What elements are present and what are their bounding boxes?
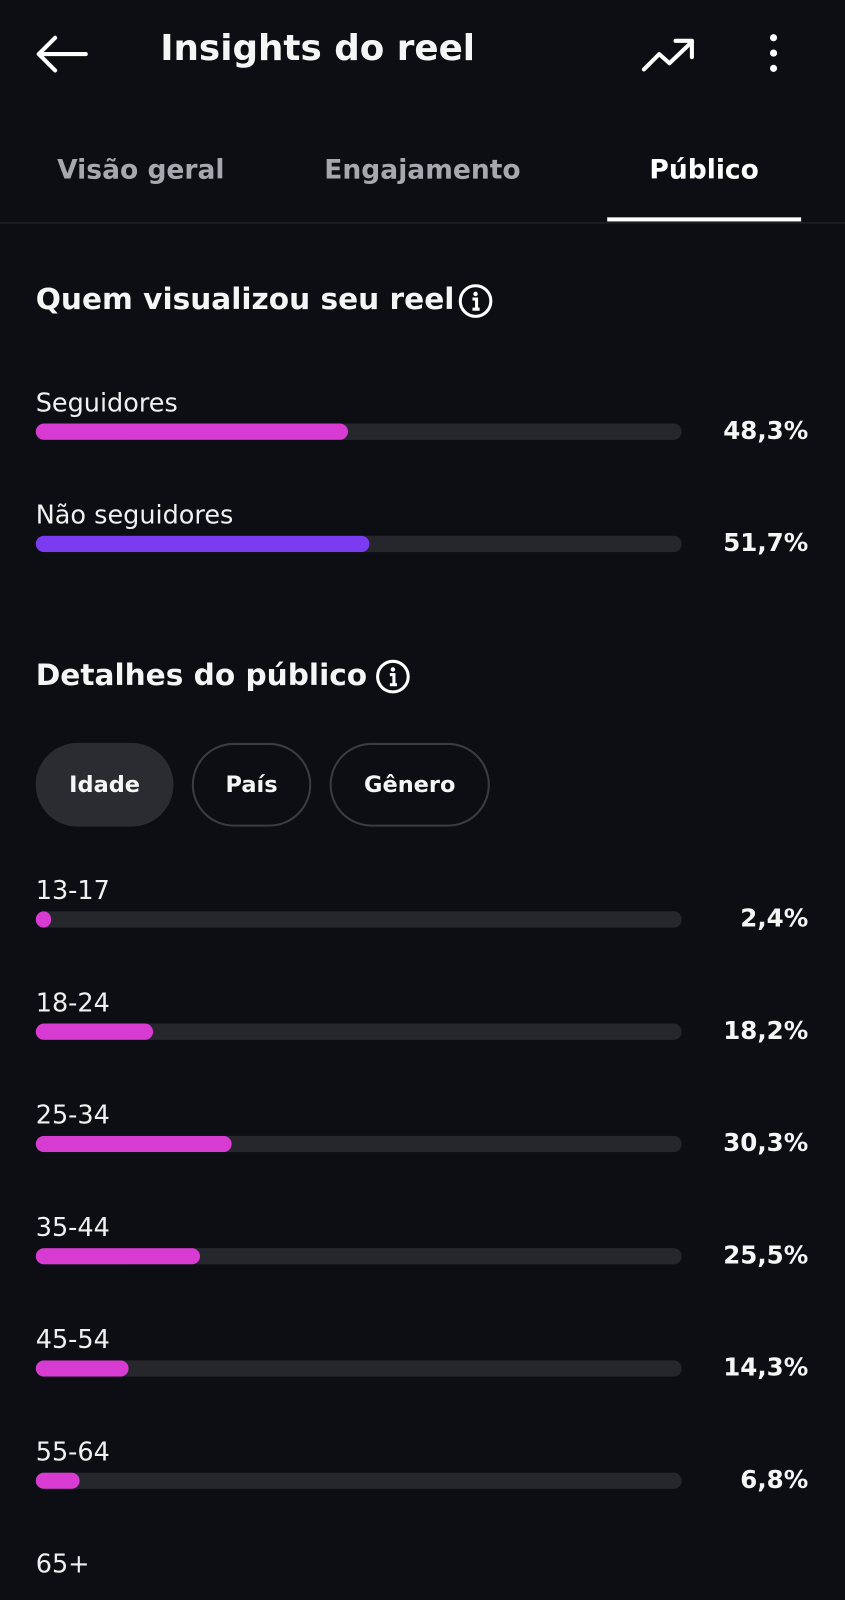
- tab[interactable]: Engajamento: [324, 155, 521, 186]
- value-label: 25,5%: [723, 1240, 809, 1270]
- value-label: 14,3%: [723, 1353, 809, 1382]
- filter-chip[interactable]: Gênero: [329, 742, 490, 827]
- tab-indicator: [607, 217, 802, 222]
- value-label: 30,3%: [723, 1128, 809, 1158]
- back-button[interactable]: [33, 33, 90, 76]
- info-icon[interactable]: [375, 658, 412, 695]
- value-label: 2,4%: [740, 904, 809, 933]
- bar: [35, 911, 52, 928]
- bar-track: [35, 535, 682, 553]
- trend-button[interactable]: [641, 37, 696, 74]
- section-title: Quem visualizou seu reel: [35, 281, 455, 317]
- info-icon[interactable]: [457, 283, 494, 320]
- bar-track: [35, 1248, 682, 1265]
- row-label: 13-17: [35, 875, 110, 906]
- row-label: 55-64: [35, 1436, 110, 1467]
- tab[interactable]: Público: [649, 155, 759, 186]
- value-label: 48,3%: [723, 416, 809, 445]
- row-label: 18-24: [35, 987, 110, 1018]
- row-label: 45-54: [35, 1324, 110, 1355]
- tab[interactable]: Visão geral: [57, 155, 225, 186]
- bar-track: [35, 1360, 682, 1377]
- row-label: Seguidores: [35, 387, 178, 418]
- bar: [35, 423, 348, 440]
- value-label: 6,8%: [740, 1465, 809, 1495]
- bar-track: [35, 423, 682, 440]
- bar: [35, 1248, 201, 1265]
- row-label: 35-44: [35, 1212, 110, 1242]
- filter-chip[interactable]: Idade: [35, 742, 174, 827]
- bar-track: [35, 1135, 682, 1153]
- filter-chip[interactable]: País: [191, 742, 312, 827]
- bar: [35, 1135, 232, 1153]
- page-title: Insights do reel: [160, 28, 476, 70]
- value-label: 51,7%: [723, 528, 809, 558]
- bar: [35, 1472, 80, 1489]
- bar-track: [35, 911, 682, 928]
- bar-track: [35, 1472, 682, 1489]
- row-label: 25-34: [35, 1100, 110, 1130]
- bar-track: [35, 1023, 682, 1040]
- bar: [35, 1023, 154, 1040]
- row-label: Não seguidores: [35, 500, 234, 530]
- more-button[interactable]: [763, 33, 783, 76]
- section-title: Detalhes do público: [35, 657, 368, 692]
- row-label: 65+: [35, 1549, 90, 1579]
- value-label: 18,2%: [723, 1016, 809, 1045]
- divider: [0, 222, 845, 224]
- bar: [35, 535, 370, 553]
- bar: [35, 1360, 129, 1377]
